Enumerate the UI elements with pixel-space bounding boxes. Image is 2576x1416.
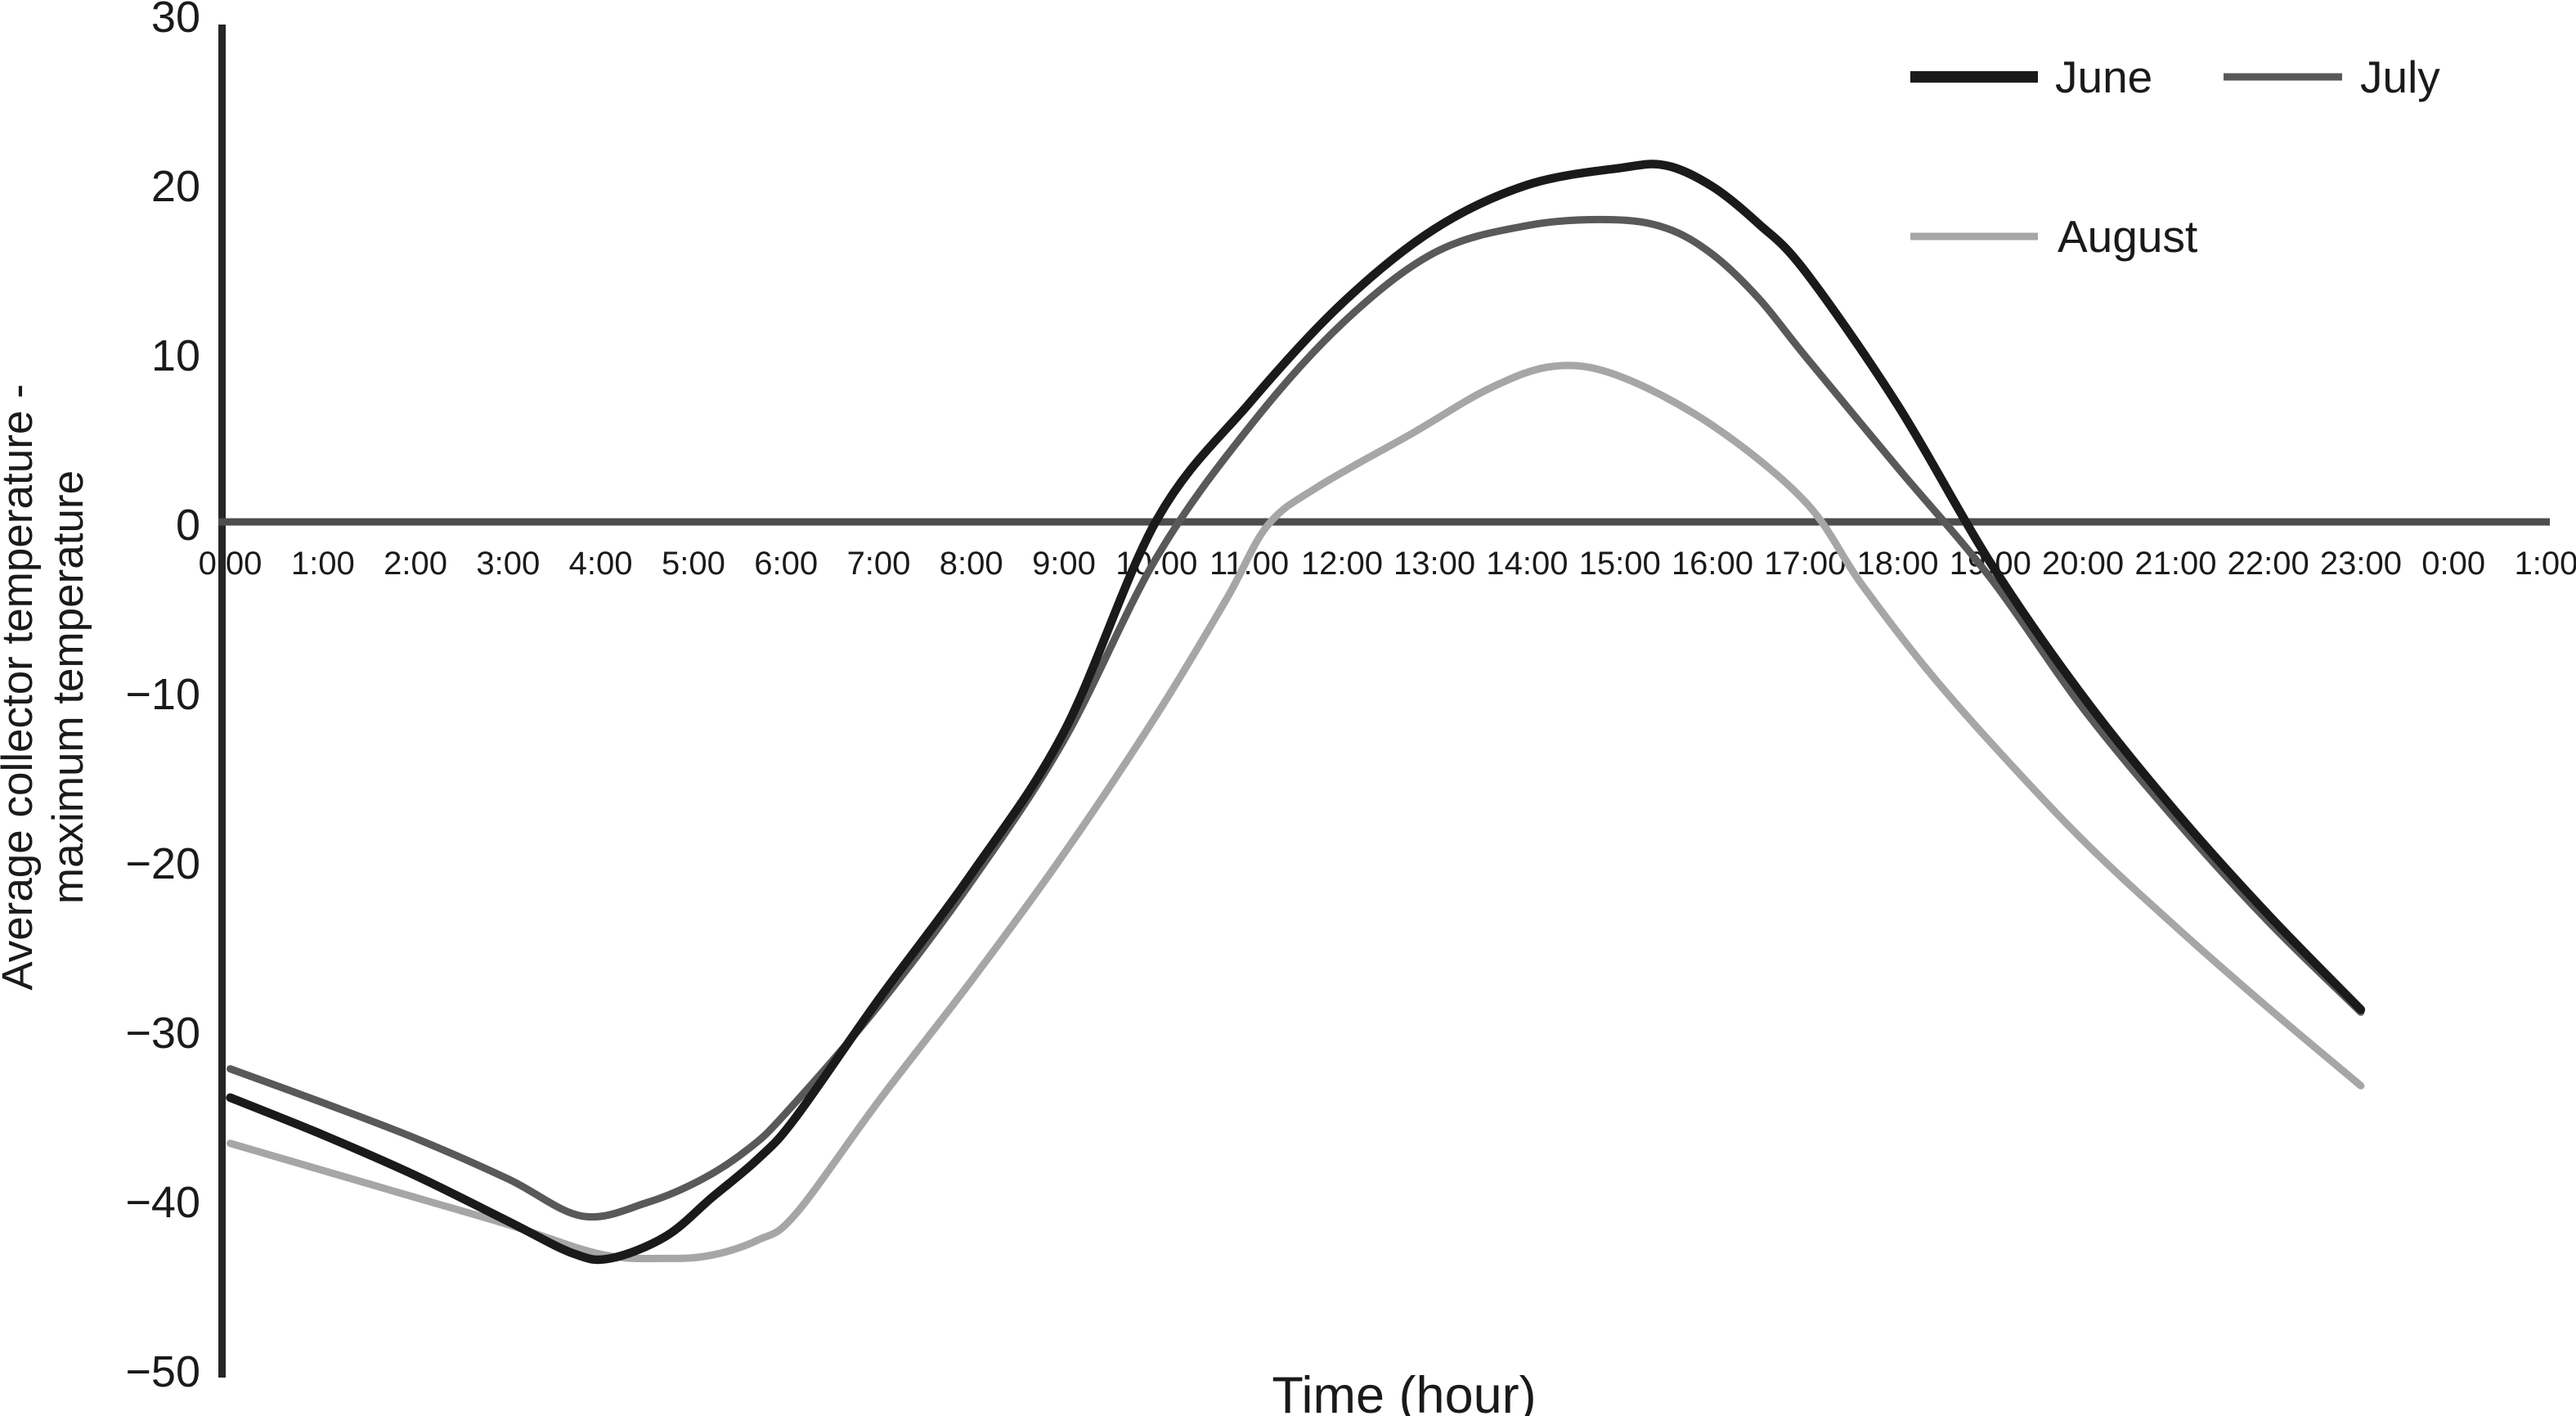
svg-text:0: 0 <box>176 501 200 550</box>
svg-text:2:00: 2:00 <box>384 546 447 582</box>
svg-text:1:00: 1:00 <box>2515 546 2576 582</box>
svg-text:14:00: 14:00 <box>1486 546 1568 582</box>
svg-text:maximum temperature: maximum temperature <box>44 470 92 904</box>
svg-text:−20: −20 <box>125 839 200 888</box>
svg-text:−10: −10 <box>125 670 200 719</box>
svg-text:9:00: 9:00 <box>1032 546 1096 582</box>
svg-text:21:00: 21:00 <box>2134 546 2216 582</box>
svg-text:15:00: 15:00 <box>1579 546 1661 582</box>
svg-text:13:00: 13:00 <box>1393 546 1475 582</box>
svg-text:22:00: 22:00 <box>2228 546 2309 582</box>
svg-text:June: June <box>2055 52 2152 102</box>
svg-text:−50: −50 <box>125 1347 200 1396</box>
svg-text:5:00: 5:00 <box>662 546 725 582</box>
svg-text:−40: −40 <box>125 1178 200 1227</box>
svg-text:4:00: 4:00 <box>569 546 633 582</box>
svg-text:0:00: 0:00 <box>2421 546 2485 582</box>
svg-text:17:00: 17:00 <box>1764 546 1846 582</box>
svg-text:18:00: 18:00 <box>1856 546 1938 582</box>
svg-text:7:00: 7:00 <box>847 546 911 582</box>
svg-text:8:00: 8:00 <box>940 546 1003 582</box>
svg-text:12:00: 12:00 <box>1301 546 1383 582</box>
svg-text:16:00: 16:00 <box>1672 546 1753 582</box>
svg-text:30: 30 <box>151 0 200 42</box>
svg-text:July: July <box>2360 52 2440 102</box>
svg-text:20: 20 <box>151 162 200 211</box>
svg-text:Time (hour): Time (hour) <box>1272 1367 1536 1416</box>
svg-text:10: 10 <box>151 331 200 380</box>
svg-text:0:00: 0:00 <box>199 546 263 582</box>
svg-text:23:00: 23:00 <box>2320 546 2402 582</box>
svg-text:Average collector temperature: Average collector temperature - <box>0 384 42 990</box>
svg-text:August: August <box>2058 211 2197 262</box>
svg-text:1:00: 1:00 <box>291 546 355 582</box>
svg-text:6:00: 6:00 <box>754 546 818 582</box>
svg-text:−30: −30 <box>125 1009 200 1058</box>
svg-text:3:00: 3:00 <box>476 546 540 582</box>
svg-text:20:00: 20:00 <box>2042 546 2124 582</box>
